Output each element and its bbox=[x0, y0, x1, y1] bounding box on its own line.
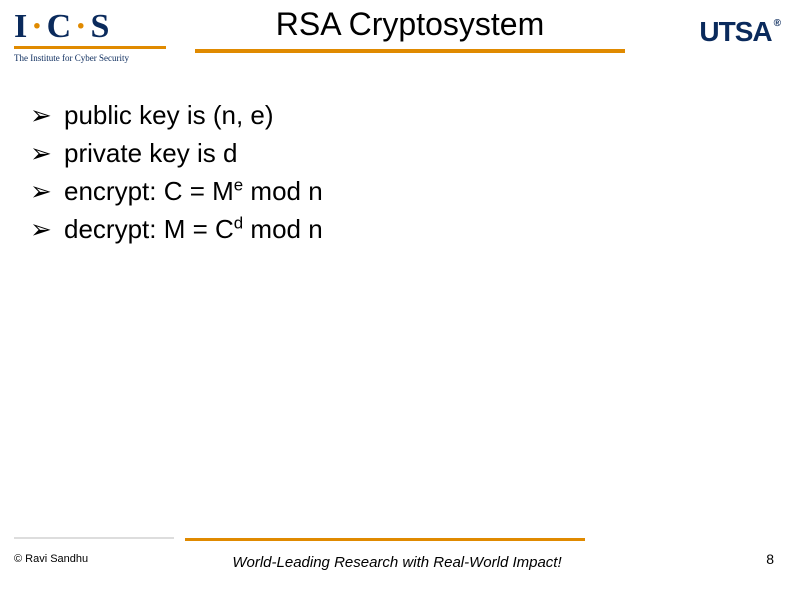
bullet-text: decrypt: M = Cd mod n bbox=[64, 212, 323, 247]
dot-icon: · bbox=[75, 8, 88, 45]
ics-logo-underline bbox=[14, 46, 166, 49]
ics-letter: S bbox=[90, 8, 111, 45]
dot-icon: · bbox=[31, 8, 44, 45]
ics-letter: I bbox=[14, 8, 29, 45]
ics-logo-subtitle: The Institute for Cyber Security bbox=[14, 53, 174, 63]
utsa-logo-text: UTSA bbox=[699, 16, 771, 48]
list-item: ➢ private key is d bbox=[30, 136, 730, 171]
ics-logo-text: I·C·S bbox=[14, 10, 174, 44]
footer-left-divider bbox=[14, 537, 174, 539]
ics-letter: C bbox=[47, 8, 74, 45]
left-logo: I·C·S The Institute for Cyber Security bbox=[14, 10, 174, 63]
bullet-marker-icon: ➢ bbox=[30, 212, 64, 247]
bullet-marker-icon: ➢ bbox=[30, 98, 64, 133]
bullet-list: ➢ public key is (n, e) ➢ private key is … bbox=[30, 98, 730, 250]
footer: © Ravi Sandhu World-Leading Research wit… bbox=[0, 541, 794, 581]
bullet-text: public key is (n, e) bbox=[64, 98, 274, 133]
footer-tagline: World-Leading Research with Real-World I… bbox=[0, 554, 794, 571]
page-number: 8 bbox=[766, 551, 774, 567]
footer-underline bbox=[185, 538, 585, 541]
list-item: ➢ encrypt: C = Me mod n bbox=[30, 174, 730, 209]
header: I·C·S The Institute for Cyber Security R… bbox=[0, 0, 794, 70]
page-title: RSA Cryptosystem bbox=[195, 6, 625, 47]
slide: I·C·S The Institute for Cyber Security R… bbox=[0, 0, 794, 595]
list-item: ➢ public key is (n, e) bbox=[30, 98, 730, 133]
list-item: ➢ decrypt: M = Cd mod n bbox=[30, 212, 730, 247]
bullet-text: encrypt: C = Me mod n bbox=[64, 174, 323, 209]
registered-icon: ® bbox=[774, 18, 780, 29]
bullet-marker-icon: ➢ bbox=[30, 136, 64, 171]
title-underline bbox=[195, 49, 625, 53]
bullet-marker-icon: ➢ bbox=[30, 174, 64, 209]
bullet-text: private key is d bbox=[64, 136, 237, 171]
right-logo: UTSA® bbox=[699, 16, 780, 48]
title-area: RSA Cryptosystem bbox=[195, 6, 625, 53]
